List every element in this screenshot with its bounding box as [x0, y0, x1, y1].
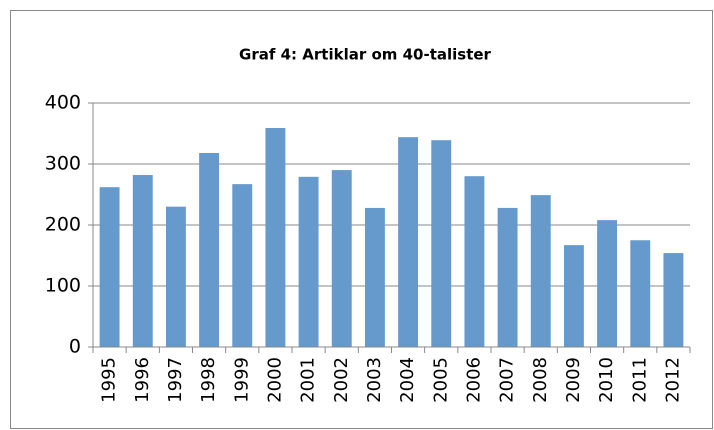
bar: [298, 176, 319, 347]
x-tick-label: 2007: [497, 357, 518, 403]
x-tick-label: 1996: [132, 357, 153, 403]
x-tick-label: 2010: [596, 357, 617, 403]
bar: [199, 153, 220, 347]
x-tick-label: 2005: [430, 357, 451, 403]
x-tick-label: 2001: [298, 357, 319, 403]
bar: [331, 170, 352, 347]
bar: [497, 207, 518, 347]
chart-title: Graf 4: Artiklar om 40-talister: [239, 46, 492, 64]
bar: [663, 253, 684, 347]
y-tick-label: 200: [45, 214, 81, 236]
x-tick-label: 1998: [198, 357, 219, 403]
x-tick-label: 1999: [231, 357, 252, 403]
x-tick-label: 2006: [463, 357, 484, 403]
bar: [563, 245, 584, 347]
bar: [364, 207, 385, 347]
bar: [530, 195, 551, 347]
x-tick-label: 2004: [397, 357, 418, 403]
x-tick-label: 2002: [331, 357, 352, 403]
x-tick-label: 2011: [629, 357, 650, 403]
x-tick-label: 1997: [165, 357, 186, 403]
bar: [464, 176, 485, 347]
bar: [132, 174, 153, 347]
y-tick-label: 400: [45, 92, 81, 114]
x-tick-label: 2008: [530, 357, 551, 403]
bar: [99, 187, 120, 347]
bar: [165, 206, 186, 347]
chart-frame: [10, 10, 713, 429]
x-tick-label: 2000: [264, 357, 285, 403]
bar: [398, 137, 419, 347]
x-tick-label: 2003: [364, 357, 385, 403]
y-tick-label: 0: [69, 336, 81, 358]
bar: [232, 184, 253, 347]
bar: [265, 128, 286, 347]
bar: [431, 140, 452, 347]
x-tick-label: 2009: [563, 357, 584, 403]
bar: [630, 240, 651, 347]
bar: [597, 220, 618, 347]
y-tick-label: 300: [45, 153, 81, 175]
x-tick-label: 1995: [99, 357, 120, 403]
x-tick-label: 2012: [662, 357, 683, 403]
y-tick-label: 100: [45, 275, 81, 297]
